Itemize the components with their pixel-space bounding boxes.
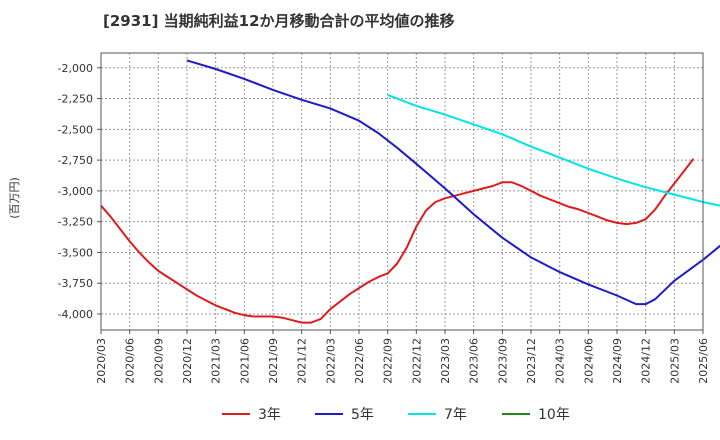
series-line-3年 xyxy=(100,158,695,324)
x-tick-label: 2021/09 xyxy=(267,338,280,384)
y-tick-label: -3,500 xyxy=(58,246,93,259)
x-tick-label: 2023/12 xyxy=(525,338,538,384)
legend-label: 10年 xyxy=(538,407,570,423)
x-tick-label: 2024/12 xyxy=(640,338,653,384)
x-tick-label: 2024/06 xyxy=(582,338,595,384)
series-line-5年 xyxy=(186,59,720,306)
x-tick-label: 2021/12 xyxy=(296,338,309,384)
x-tick-label: 2022/09 xyxy=(382,338,395,384)
x-tick-label: 2020/09 xyxy=(152,338,165,384)
grid xyxy=(100,53,704,330)
x-tick-label: 2022/12 xyxy=(410,338,423,384)
chart-title: [2931] 当期純利益12か月移動合計の平均値の推移 xyxy=(103,12,455,30)
legend-label: 7年 xyxy=(444,407,467,423)
y-tick-label: -4,000 xyxy=(58,308,93,321)
legend-label: 3年 xyxy=(258,407,281,423)
legend-label: 5年 xyxy=(351,407,374,423)
y-tick-label: -2,750 xyxy=(58,154,93,167)
series xyxy=(100,59,720,324)
y-tick-label: -3,750 xyxy=(58,277,93,290)
x-tick-label: 2023/06 xyxy=(468,338,481,384)
y-tick-label: -2,250 xyxy=(58,93,93,106)
legend: 3年 5年 7年 10年 xyxy=(222,407,570,423)
x-tick-label: 2024/09 xyxy=(611,338,624,384)
x-tick-label: 2025/06 xyxy=(697,338,710,384)
x-tick-label: 2022/03 xyxy=(324,338,337,384)
plot-frame xyxy=(100,52,704,331)
x-tick-label: 2022/06 xyxy=(353,338,366,384)
x-tick-label: 2020/12 xyxy=(181,338,194,384)
x-tick-label: 2020/03 xyxy=(95,338,108,384)
y-axis-label: (百万円) xyxy=(8,177,21,219)
x-ticks: 2020/03 2020/06 2020/09 2020/12 2021/03 2021/… xyxy=(95,330,710,384)
x-tick-label: 2021/06 xyxy=(238,338,251,384)
x-tick-label: 2021/03 xyxy=(210,338,223,384)
y-tick-label: -3,000 xyxy=(58,185,93,198)
x-tick-label: 2023/09 xyxy=(496,338,509,384)
x-tick-label: 2025/03 xyxy=(668,338,681,384)
y-tick-label: -2,000 xyxy=(58,62,93,75)
y-ticks: -2,000 -2,250 -2,500 -2,750 -3,000 -3,250 -3,5… xyxy=(58,62,101,321)
x-tick-label: 2024/03 xyxy=(554,338,567,384)
x-tick-label: 2020/06 xyxy=(124,338,137,384)
x-tick-label: 2023/03 xyxy=(439,338,452,384)
series-line-7年 xyxy=(387,93,720,207)
y-tick-label: -2,500 xyxy=(58,123,93,136)
y-tick-label: -3,250 xyxy=(58,216,93,229)
